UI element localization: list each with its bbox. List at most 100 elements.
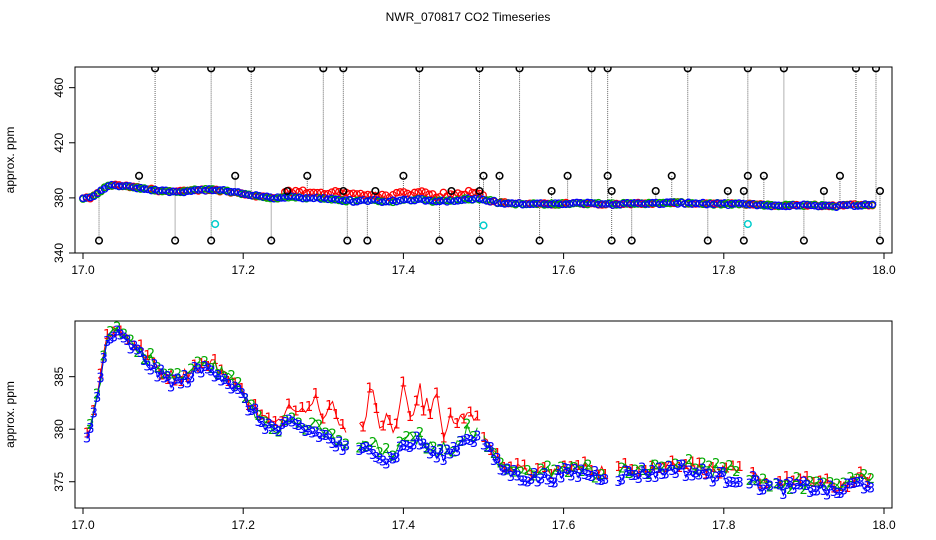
series-1-point [410, 188, 419, 197]
series-1-marker: 1 [816, 474, 824, 489]
series-1-marker: 1 [177, 375, 185, 390]
series-2-marker: 2 [423, 442, 431, 457]
series-1-marker: 1 [137, 339, 145, 354]
series-3-point [133, 184, 141, 193]
series-3-marker: 3 [332, 441, 340, 456]
series-2-marker: 2 [342, 437, 350, 452]
series-3-point [205, 185, 214, 193]
series-1-marker: 1 [413, 394, 421, 409]
series-3-point [681, 200, 689, 208]
series-3-point [745, 200, 754, 209]
series-3-point [414, 195, 423, 203]
series-3-marker: 3 [312, 426, 320, 441]
series-3-point [828, 201, 837, 210]
series-1-marker: 1 [318, 412, 326, 427]
series-3-marker: 3 [275, 425, 283, 440]
series-1-marker: 1 [433, 387, 441, 402]
series-1-point [392, 188, 401, 197]
series-1-marker: 1 [305, 400, 313, 415]
series-1-marker: 1 [520, 459, 528, 474]
series-3-point [529, 200, 538, 208]
series-3-point [670, 198, 678, 207]
outlier-point [171, 236, 180, 245]
outlier-point [875, 236, 885, 245]
series-3-point [353, 197, 361, 206]
series-2-marker: 2 [813, 475, 821, 490]
series-3-point [663, 198, 671, 207]
series-3-marker: 3 [443, 444, 451, 459]
series-2-marker: 2 [376, 446, 384, 461]
series-2-marker: 2 [322, 426, 330, 441]
series-1-marker: 1 [238, 382, 246, 397]
series-1-marker: 1 [325, 399, 333, 414]
series-3-point [709, 200, 718, 209]
series-3-marker: 3 [322, 429, 330, 444]
series-1-marker: 1 [493, 447, 501, 462]
series-3-marker: 3 [641, 468, 649, 483]
series-2-marker: 2 [187, 363, 195, 378]
series-3-marker: 3 [547, 476, 555, 491]
outlier-point [587, 67, 596, 73]
series-3-point [295, 193, 304, 202]
series-3-point [107, 180, 116, 189]
series-1-marker: 1 [372, 402, 380, 417]
series-3-point [115, 182, 123, 191]
series-3-point [836, 201, 844, 210]
series-2-marker: 2 [470, 430, 478, 445]
series-3-point [760, 200, 769, 209]
series-2-marker: 2 [705, 460, 713, 475]
series-3-point [688, 200, 697, 208]
series-1-marker: 1 [473, 410, 481, 425]
series-3-point [655, 200, 664, 209]
series-3-point [756, 201, 765, 209]
outlier-point [231, 171, 240, 180]
series-3-point [180, 188, 188, 197]
series-3-point [580, 200, 588, 208]
series-3-point [190, 186, 199, 195]
series-1-marker: 1 [406, 410, 414, 425]
series-3-marker: 3 [695, 469, 703, 484]
series-3-marker: 3 [436, 443, 444, 458]
series-3-point [551, 199, 560, 208]
series-3-point [796, 201, 805, 210]
outlier-point [339, 186, 348, 196]
series-3-point [212, 186, 221, 195]
series-3-marker: 3 [564, 463, 572, 478]
series-3-point [619, 199, 628, 208]
series-3-point [450, 197, 459, 206]
series-2-marker: 2 [328, 428, 336, 443]
series-1-point [464, 186, 473, 195]
series-3-point [129, 183, 138, 191]
series-3-marker: 3 [281, 416, 289, 431]
series-3-marker: 3 [456, 435, 464, 450]
outlier-point [871, 67, 881, 73]
series-3-marker: 3 [688, 469, 696, 484]
series-2-marker: 2 [786, 483, 794, 498]
series-2-marker: 2 [355, 442, 363, 457]
series-3-marker: 3 [699, 463, 707, 478]
series-3-point [691, 199, 700, 208]
series-3-point [652, 198, 660, 207]
series-3-marker: 3 [853, 476, 861, 491]
outlier-point [607, 236, 616, 245]
series-3-point [482, 197, 491, 205]
series-3-marker: 3 [598, 474, 606, 489]
series-1-marker: 1 [285, 397, 293, 412]
series-3-point [331, 195, 340, 204]
series-3-point [713, 199, 722, 207]
series-1-marker: 1 [776, 475, 784, 490]
series-3-marker: 3 [557, 471, 565, 486]
series-2-marker: 2 [692, 462, 700, 477]
series-3-marker: 3 [298, 422, 306, 437]
series-3-marker: 3 [638, 462, 646, 477]
series-2-marker: 2 [315, 418, 323, 433]
series-3-point [702, 200, 711, 209]
series-3-marker: 3 [86, 422, 94, 437]
series-3-point [313, 193, 322, 202]
series-3-point [281, 194, 289, 202]
series-1-marker: 1 [110, 325, 118, 340]
series-1-marker: 1 [143, 349, 151, 364]
series-1-point [396, 188, 405, 196]
series-1-marker: 1 [561, 460, 569, 475]
series-2-marker: 2 [524, 464, 532, 479]
